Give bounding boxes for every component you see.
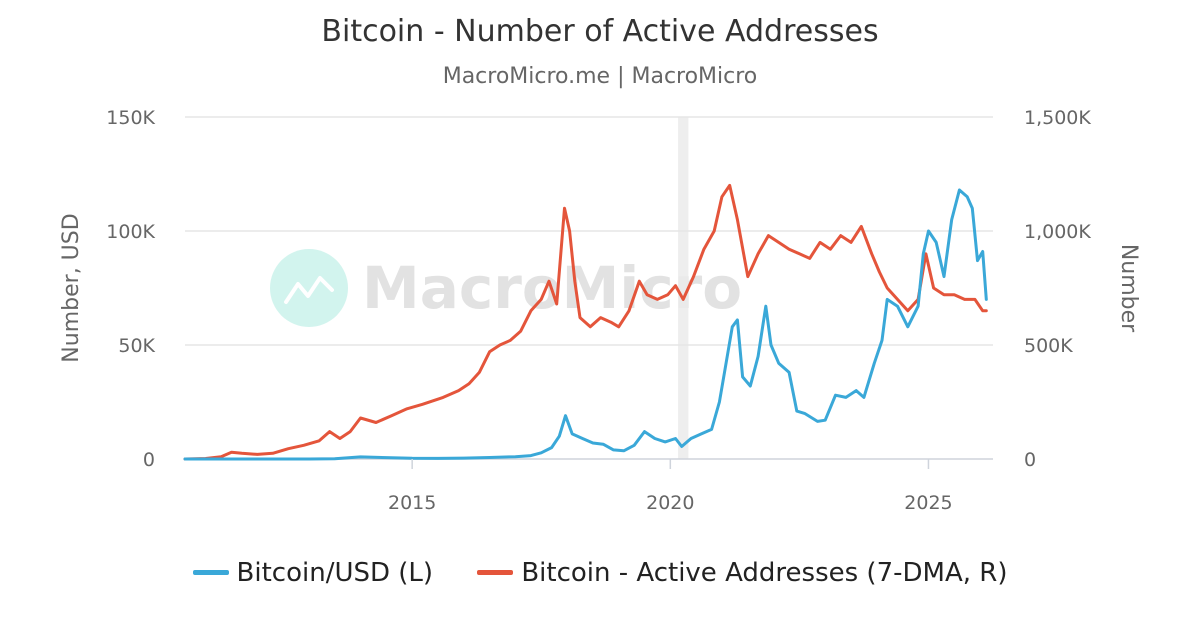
watermark: MacroMicro — [270, 249, 742, 327]
legend: Bitcoin/USD (L) Bitcoin - Active Address… — [0, 552, 1200, 588]
series-line-active-addresses[interactable] — [183, 183, 988, 461]
y-left-tick-label: 0 — [143, 449, 155, 471]
legend-label-btc-usd: Bitcoin/USD (L) — [236, 557, 434, 588]
chart-title: Bitcoin - Number of Active Addresses — [321, 14, 879, 49]
y-left-tick-label: 150K — [106, 107, 155, 129]
y-right-tick-label: 500K — [1024, 335, 1073, 357]
axes: 0 50K 100K 150K 0 500K 1,000K 1,500K 2015 2020 202… — [59, 107, 1141, 514]
x-tick-label: 2020 — [646, 492, 694, 514]
legend-swatch-btc-usd — [192, 570, 229, 575]
legend-label-active-addresses: Bitcoin - Active Addresses (7-DMA, R) — [521, 557, 1008, 588]
recession-band-layer — [678, 117, 689, 459]
series-line-btc-usd[interactable] — [183, 188, 988, 461]
y-right-tick-label: 0 — [1024, 449, 1036, 471]
legend-item-active-addresses[interactable]: Bitcoin - Active Addresses (7-DMA, R) — [477, 558, 1007, 588]
y-right-tick-label: 1,500K — [1024, 107, 1091, 129]
x-tick-label: 2025 — [904, 492, 952, 514]
y-right-tick-label: 1,000K — [1024, 221, 1091, 243]
x-tick-label: 2015 — [388, 492, 436, 514]
watermark-logo-icon — [270, 249, 348, 327]
y-left-axis-title: Number, USD — [59, 213, 84, 362]
legend-swatch-active-addresses — [477, 570, 514, 575]
chart-subtitle: MacroMicro.me | MacroMicro — [442, 64, 758, 89]
series-layer — [183, 183, 988, 461]
legend-item-btc-usd[interactable]: Bitcoin/USD (L) — [192, 557, 434, 588]
y-left-tick-label: 50K — [118, 335, 155, 357]
y-right-axis-title: Number — [1116, 244, 1141, 333]
recession-band — [678, 117, 689, 459]
y-left-tick-label: 100K — [106, 221, 155, 243]
watermark-logo-line — [284, 276, 334, 304]
